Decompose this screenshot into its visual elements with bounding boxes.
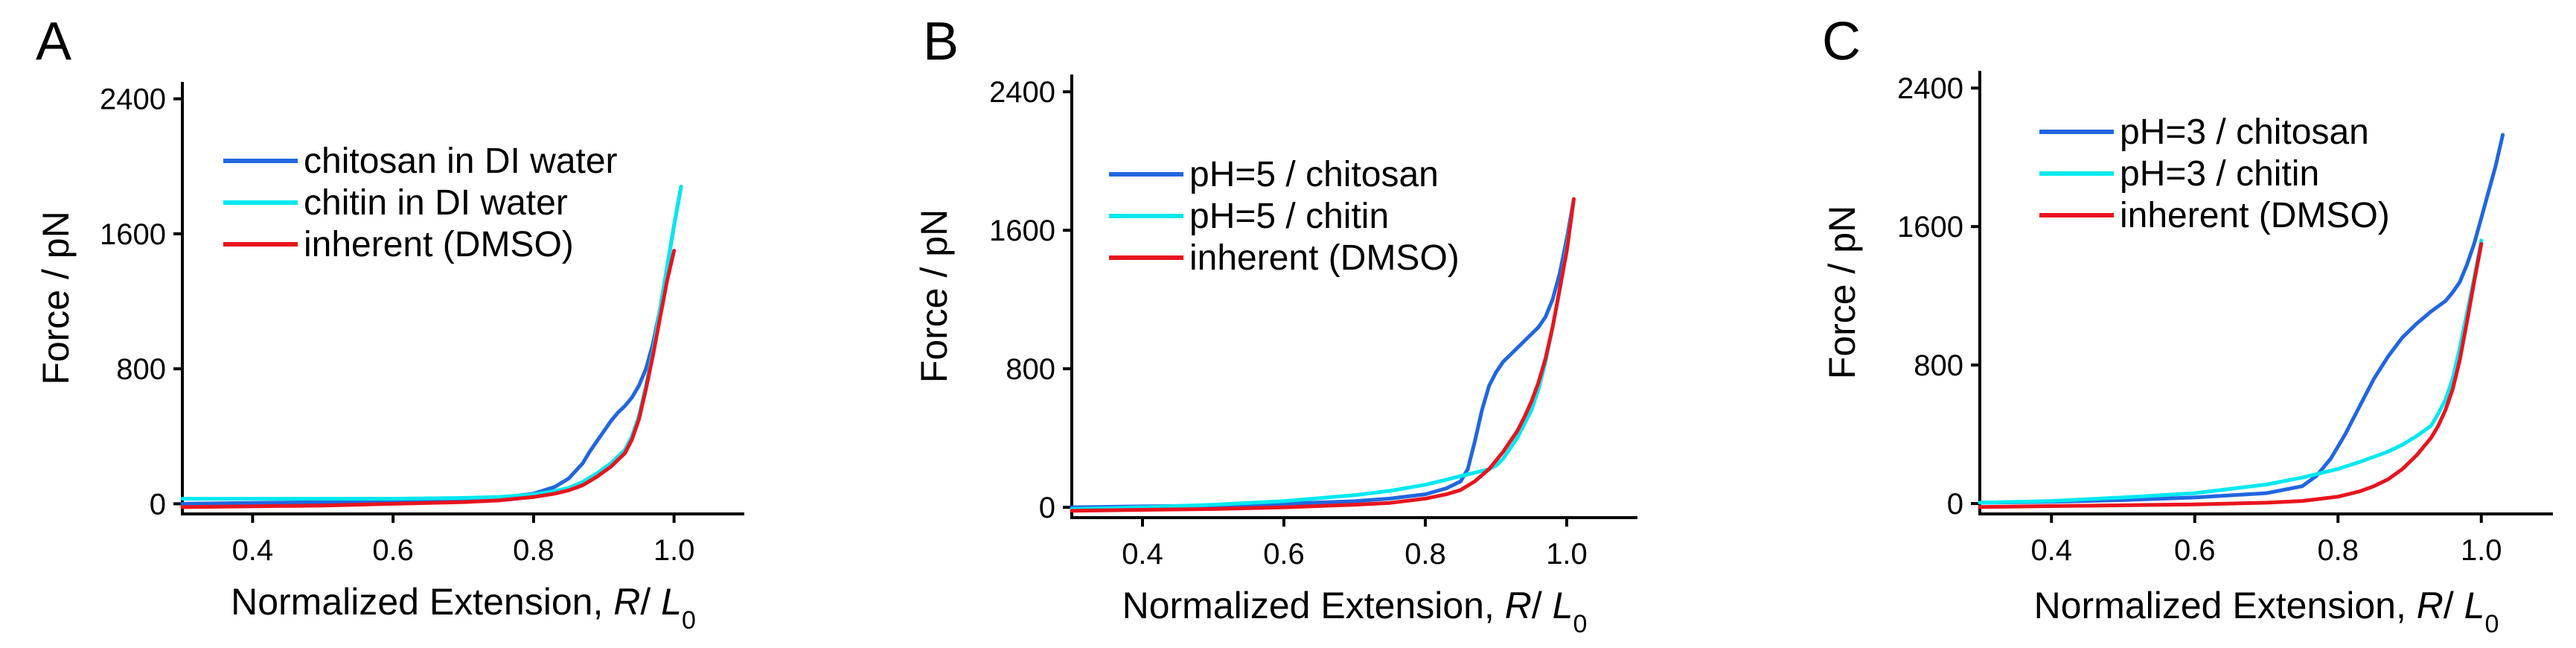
- y-axis-title: Force / pN: [35, 211, 77, 384]
- x-tick-label: 0.8: [2317, 534, 2359, 567]
- y-tick-label: 1600: [989, 215, 1055, 247]
- x-tick-label: 1.0: [653, 534, 695, 567]
- axes-frame: [1978, 71, 2553, 515]
- legend-label: inherent (DMSO): [1189, 238, 1460, 278]
- legend-label: pH=3 / chitosan: [2120, 112, 2369, 152]
- y-tick-label: 1600: [1897, 211, 1963, 244]
- panel-b: B 0 800 1600 2400 0.4 0.6 0.8 1.0 Force / pN Norma…: [913, 12, 1637, 638]
- x-tick-label: 0.4: [1122, 538, 1163, 571]
- x-tick-label: 0.8: [513, 534, 554, 567]
- y-tick-label: 2400: [1897, 72, 1963, 105]
- panel-letter: B: [923, 12, 959, 72]
- panel-c: C 0 800 1600 2400 0.4 0.6 0.8 1.0 Force / pN Norma…: [1821, 12, 2553, 638]
- y-tick-label: 0: [150, 488, 166, 521]
- x-tick-label: 0.4: [2030, 534, 2072, 567]
- legend-label: pH=3 / chitin: [2120, 154, 2319, 194]
- panel-letter: A: [36, 12, 71, 72]
- y-axis-title: Force / pN: [913, 209, 955, 383]
- series-line-ph-3-chitosan: [1978, 133, 2505, 505]
- series-line-inherent-dmso-: [180, 249, 677, 509]
- legend-label: inherent (DMSO): [304, 225, 574, 264]
- x-axis-title: Normalized Extension, R/ L0: [231, 581, 696, 635]
- legend-label: pH=5 / chitin: [1189, 197, 1389, 236]
- x-tick-label: 1.0: [2461, 534, 2502, 567]
- y-tick-label: 800: [1006, 353, 1055, 386]
- x-axis-title: Normalized Extension, R/ L0: [2034, 585, 2499, 638]
- y-tick-label: 1600: [100, 218, 166, 251]
- y-tick-label: 800: [1914, 349, 1963, 382]
- y-tick-label: 2400: [100, 83, 166, 116]
- axes-frame: [181, 82, 744, 515]
- y-tick-label: 0: [1947, 488, 1963, 521]
- series-line-inherent-dmso-: [1070, 197, 1576, 513]
- x-tick-label: 0.6: [1263, 538, 1305, 571]
- x-axis-title: Normalized Extension, R/ L0: [1122, 585, 1588, 638]
- axes-frame: [1070, 74, 1637, 519]
- y-tick-label: 0: [1039, 492, 1055, 524]
- x-tick-label: 0.6: [2174, 534, 2216, 567]
- y-axis-title: Force / pN: [1821, 206, 1863, 379]
- y-tick-label: 800: [116, 353, 166, 386]
- series-line-ph-3-chitin: [1978, 238, 2484, 505]
- y-tick-label: 2400: [989, 76, 1055, 109]
- legend-label: chitosan in DI water: [304, 142, 618, 181]
- series-line-inherent-dmso-: [1978, 241, 2484, 509]
- x-tick-label: 1.0: [1546, 538, 1588, 571]
- x-tick-label: 0.6: [372, 534, 414, 567]
- legend-label: chitin in DI water: [304, 183, 568, 223]
- panel-letter: C: [1822, 12, 1861, 72]
- legend-label: inherent (DMSO): [2120, 196, 2390, 235]
- x-tick-label: 0.8: [1404, 538, 1446, 571]
- legend-label: pH=5 / chitosan: [1189, 155, 1439, 194]
- panel-a: A 0 800 1600 2400 0.4 0.6 0.8 1.0 Force / pN Norma…: [35, 12, 744, 635]
- x-tick-label: 0.4: [232, 534, 274, 567]
- series-line-ph-5-chitosan: [1070, 197, 1576, 509]
